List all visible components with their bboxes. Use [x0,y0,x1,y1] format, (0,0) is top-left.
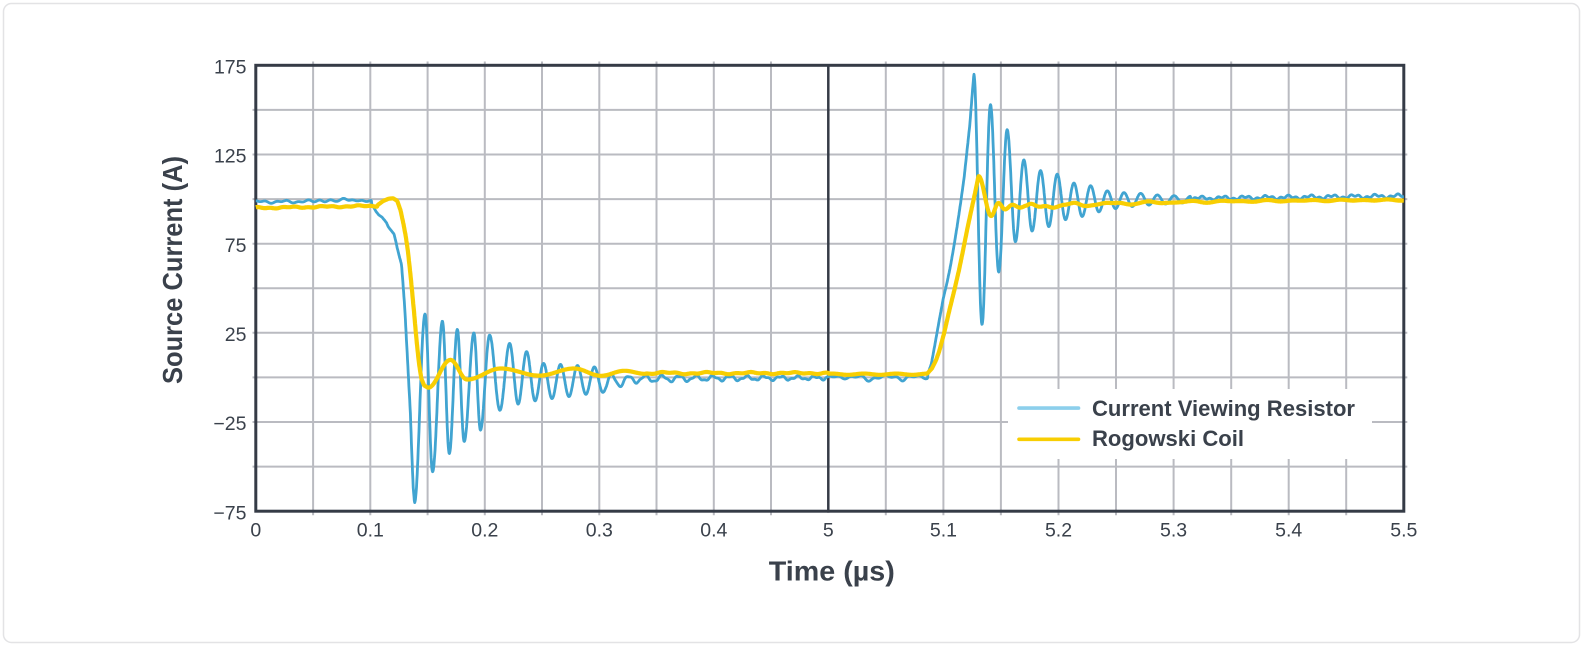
svg-text:5.5: 5.5 [1390,520,1417,542]
svg-text:Time (µs): Time (µs) [769,555,895,586]
svg-text:175: 175 [214,57,247,79]
svg-text:5.2: 5.2 [1045,520,1072,542]
svg-text:0: 0 [250,520,261,542]
svg-text:0.2: 0.2 [471,520,498,542]
svg-text:5.3: 5.3 [1160,520,1187,542]
svg-text:5.1: 5.1 [930,520,957,542]
svg-text:0.3: 0.3 [586,520,613,542]
svg-text:125: 125 [214,146,247,168]
svg-text:75: 75 [225,235,247,257]
svg-text:−25: −25 [213,413,246,435]
svg-text:−75: −75 [213,502,246,524]
svg-text:0.4: 0.4 [700,520,727,542]
svg-text:0.1: 0.1 [357,520,384,542]
svg-text:25: 25 [225,324,247,346]
svg-text:5: 5 [823,520,834,542]
svg-text:5.4: 5.4 [1275,520,1302,542]
svg-text:Source Current (A): Source Current (A) [157,156,188,384]
svg-text:Rogowski Coil: Rogowski Coil [1092,426,1244,451]
svg-text:Current Viewing Resistor: Current Viewing Resistor [1092,396,1355,421]
